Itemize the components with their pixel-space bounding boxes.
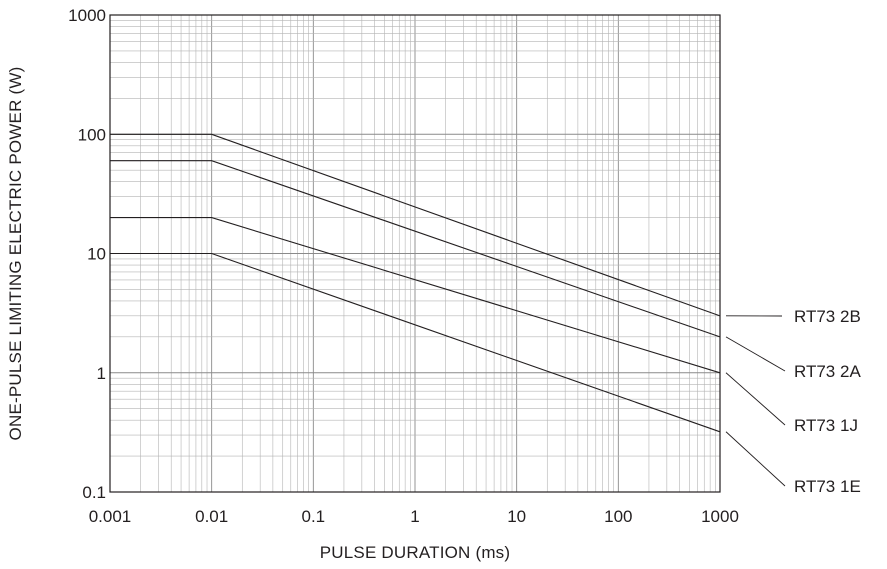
legend-leader-line (725, 431, 786, 487)
y-tick-label: 10 (87, 245, 106, 264)
y-tick-label: 0.1 (82, 483, 106, 502)
legend-label: RT73 2A (794, 362, 861, 381)
x-tick-label: 0.001 (89, 507, 132, 526)
x-axis-label: PULSE DURATION (ms) (320, 543, 511, 562)
x-tick-label: 10 (507, 507, 526, 526)
y-tick-label: 100 (78, 125, 106, 144)
series-line (110, 160, 721, 338)
legend-leader-line (725, 372, 786, 426)
y-axis-label: ONE-PULSE LIMITING ELECTRIC POWER (W) (6, 67, 25, 441)
x-tick-label: 1000 (701, 507, 739, 526)
x-tick-label: 1 (410, 507, 419, 526)
series-line (110, 133, 721, 317)
series-layer (110, 133, 721, 433)
series-line (110, 252, 721, 433)
legend-leader-line (725, 336, 786, 372)
x-tick-label: 100 (604, 507, 632, 526)
grid (109, 15, 720, 493)
legend: RT73 2B RT73 2A RT73 1J RT73 1E (725, 307, 861, 496)
y-tick-label: 1000 (68, 6, 106, 25)
x-tick-label: 0.01 (195, 507, 228, 526)
series-line (110, 217, 721, 374)
x-tick-label: 0.1 (302, 507, 326, 526)
legend-label: RT73 2B (794, 307, 861, 326)
legend-label: RT73 1E (794, 477, 861, 496)
legend-label: RT73 1J (794, 416, 858, 435)
tick-labels: 0.001 0.01 0.1 1 10 100 1000 0.1 1 10 100 1000 (68, 6, 739, 526)
y-tick-label: 1 (97, 364, 106, 383)
